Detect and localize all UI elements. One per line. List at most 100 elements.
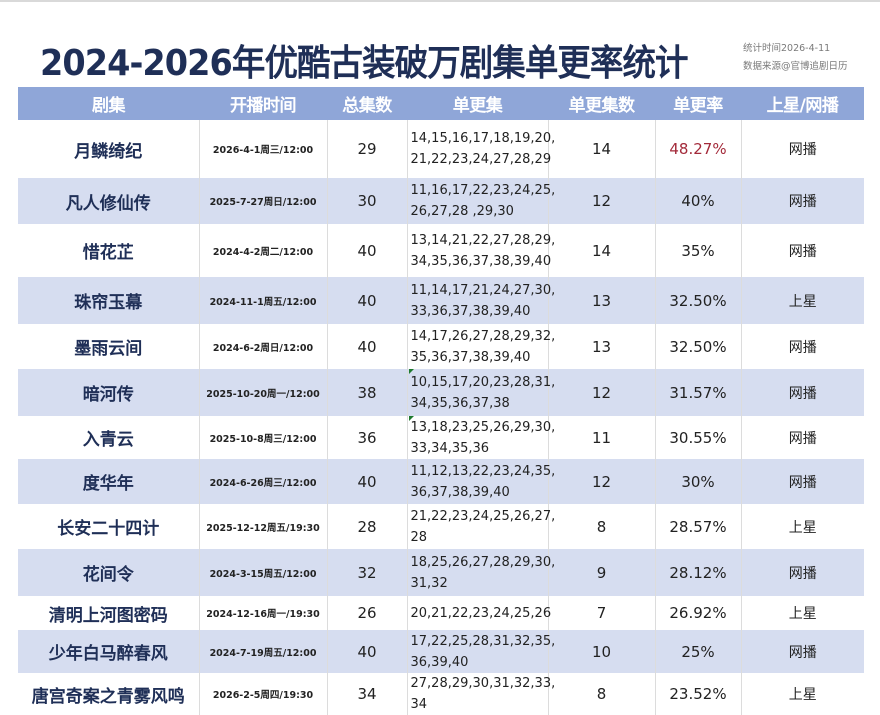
platform: 网播 bbox=[741, 630, 864, 673]
episodes-line-1: 14,15,16,17,18,19,20, bbox=[410, 131, 556, 146]
single-update-rate: 35% bbox=[655, 224, 742, 277]
premiere-time: 2026-4-1周三/12:00 bbox=[199, 120, 328, 178]
single-update-episodes: 11,14,17,21,24,27,30, 33,36,37,38,39,40 bbox=[407, 277, 555, 324]
episodes-line-1: 11,12,13,22,23,24,35, bbox=[410, 463, 556, 479]
single-update-count: 11 bbox=[548, 416, 656, 459]
table-row[interactable]: 暗河传 2025-10-20周一/12:00 38 10,15,17,20,23,28… bbox=[18, 369, 864, 416]
comment-marker-icon bbox=[408, 416, 414, 421]
premiere-time: 2025-10-20周一/12:00 bbox=[199, 369, 328, 416]
single-update-rate: 40% bbox=[655, 178, 742, 224]
single-update-rate: 26.92% bbox=[655, 596, 742, 630]
episodes-line-1: 18,25,26,27,28,29,30, bbox=[410, 554, 556, 570]
drama-name: 惜花芷 bbox=[18, 224, 200, 277]
premiere-time: 2024-7-19周五/12:00 bbox=[199, 630, 328, 673]
table-header-row: 剧集 开播时间 总集数 单更集 单更集数 单更率 上星/网播 bbox=[18, 87, 864, 120]
drama-name: 少年白马醉春风 bbox=[18, 630, 200, 673]
platform: 上星 bbox=[788, 519, 817, 536]
table-row[interactable]: 清明上河图密码 2024-12-16周一/19:30 26 20,21,22,23,2… bbox=[18, 596, 864, 630]
single-update-count: 9 bbox=[548, 549, 656, 596]
table-row[interactable]: 花间令 2024-3-15周五/12:00 32 18,25,26,27,28,29,… bbox=[18, 549, 864, 596]
single-update-count: 12 bbox=[548, 459, 656, 504]
header-single-update-rate[interactable]: 单更率 bbox=[655, 87, 741, 120]
table-row[interactable]: 珠帘玉幕 2024-11-1周五/12:00 40 11,14,17,21,24,27… bbox=[18, 277, 864, 324]
drama-name: 暗河传 bbox=[18, 369, 200, 416]
premiere-time: 2024-11-1周五/12:00 bbox=[199, 277, 328, 324]
single-update-count: 13 bbox=[548, 277, 656, 324]
table-row[interactable]: 墨雨云间 2024-6-2周日/12:00 40 14,17,26,27,28,29,… bbox=[18, 324, 864, 369]
single-update-rate: 48.27% bbox=[655, 120, 742, 178]
drama-name: 入青云 bbox=[18, 416, 200, 459]
header-single-update-count[interactable]: 单更集数 bbox=[548, 87, 655, 120]
total-episodes: 40 bbox=[327, 459, 408, 504]
episodes-line-1: 10,15,17,20,23,28,31, bbox=[410, 374, 556, 390]
episodes-line-2: 33,36,37,38,39,40 bbox=[410, 303, 531, 319]
page-title: 2024-2026年优酷古装破万剧集单更率统计 bbox=[40, 43, 689, 84]
episodes-line-2: 34,35,36,37,38,39,40 bbox=[410, 253, 552, 269]
table-row[interactable]: 度华年 2024-6-26周三/12:00 40 11,12,13,22,23,24,… bbox=[18, 459, 864, 504]
episodes-line-2: 35,36,37,38,39,40 bbox=[410, 349, 531, 365]
data-source: 数据来源@官博追剧日历 bbox=[743, 61, 848, 72]
premiere-time: 2025-10-8周三/12:00 bbox=[199, 416, 328, 459]
table-row[interactable]: 惜花芷 2024-4-2周二/12:00 40 13,14,21,22,27,28,2… bbox=[18, 224, 864, 277]
premiere-time: 2024-6-2周日/12:00 bbox=[199, 324, 328, 369]
table-row[interactable]: 凡人修仙传 2025-7-27周日/12:00 30 11,16,17,22,23,2… bbox=[18, 178, 864, 224]
platform: 网播 bbox=[741, 369, 864, 416]
platform: 上星 bbox=[788, 687, 817, 703]
single-update-count: 14 bbox=[548, 224, 656, 277]
drama-name: 墨雨云间 bbox=[18, 324, 200, 369]
platform: 网播 bbox=[788, 243, 817, 260]
platform: 网播 bbox=[741, 459, 864, 504]
episodes-line-1: 13,18,23,25,26,29,30, bbox=[410, 419, 556, 435]
header-premiere-time[interactable]: 开播时间 bbox=[199, 87, 327, 120]
premiere-time: 2024-3-15周五/12:00 bbox=[199, 549, 328, 596]
total-episodes: 34 bbox=[327, 673, 408, 715]
episodes-line-2: 26,27,28 ,29,30 bbox=[410, 204, 514, 219]
platform: 上星 bbox=[788, 606, 817, 622]
premiere-time: 2024-6-26周三/12:00 bbox=[199, 459, 328, 504]
single-update-episodes: 27,28,29,30,31,32,33, 34 bbox=[407, 673, 556, 715]
header-total-episodes[interactable]: 总集数 bbox=[327, 87, 407, 120]
single-update-rate: 25% bbox=[655, 630, 742, 673]
total-episodes: 40 bbox=[327, 630, 408, 673]
table-row[interactable]: 入青云 2025-10-8周三/12:00 36 13,18,23,25,26,29,… bbox=[18, 416, 864, 459]
header-drama[interactable]: 剧集 bbox=[18, 87, 199, 120]
drama-name: 花间令 bbox=[18, 549, 200, 596]
episodes-line-1: 11,16,17,22,23,24,25, bbox=[410, 183, 556, 198]
total-episodes: 36 bbox=[327, 416, 408, 459]
single-update-count: 12 bbox=[548, 369, 656, 416]
platform: 网播 bbox=[741, 178, 864, 224]
episodes-line-1: 17,22,25,28,31,32,35, bbox=[410, 633, 556, 649]
header-single-update-episodes[interactable]: 单更集 bbox=[407, 87, 548, 120]
single-update-episodes: 13,14,21,22,27,28,29, 34,35,36,37,38,39,4… bbox=[407, 224, 555, 277]
drama-name: 凡人修仙传 bbox=[18, 178, 200, 224]
episodes-line-1: 21,22,23,24,25,26,27, bbox=[410, 508, 556, 524]
comment-marker-icon bbox=[408, 369, 414, 374]
table-row[interactable]: 唐宫奇案之青雾风鸣 2026-2-5周四/19:30 34 27,28,29,30,3… bbox=[18, 673, 864, 715]
episodes-line-2: 31,32 bbox=[410, 575, 448, 591]
episodes-line-2: 36,37,38,39,40 bbox=[410, 484, 510, 500]
episodes-line-1: 20,21,22,23,24,25,26 bbox=[410, 605, 552, 621]
episodes-line-2: 34 bbox=[410, 697, 428, 712]
platform: 网播 bbox=[741, 549, 864, 596]
episodes-line-1: 27,28,29,30,31,32,33, bbox=[410, 676, 556, 691]
total-episodes: 40 bbox=[327, 324, 408, 369]
single-update-count: 14 bbox=[548, 120, 656, 178]
drama-name: 长安二十四计 bbox=[18, 504, 200, 549]
single-update-count: 8 bbox=[548, 504, 656, 549]
single-update-episodes: 10,15,17,20,23,28,31, 34,35,36,37,38 bbox=[407, 369, 556, 416]
table-row[interactable]: 长安二十四计 2025-12-12周五/19:30 28 21,22,23,24,25… bbox=[18, 504, 864, 549]
single-update-count: 8 bbox=[548, 673, 656, 715]
table-row[interactable]: 月鳞绮纪 2026-4-1周三/12:00 29 14,15,16,17,18,19,… bbox=[18, 120, 864, 178]
stat-time: 统计时间2026-4-11 bbox=[743, 43, 831, 54]
premiere-time: 2026-2-5周四/19:30 bbox=[199, 673, 328, 715]
single-update-episodes: 21,22,23,24,25,26,27, 28 bbox=[407, 504, 556, 549]
table-row[interactable]: 少年白马醉春风 2024-7-19周五/12:00 40 17,22,25,28,31… bbox=[18, 630, 864, 673]
single-update-rate: 32.50% bbox=[655, 277, 742, 324]
header-platform[interactable]: 上星/网播 bbox=[741, 87, 864, 120]
platform: 网播 bbox=[788, 142, 817, 158]
single-update-episodes: 14,17,26,27,28,29,32, 35,36,37,38,39,40 bbox=[407, 324, 555, 369]
drama-name: 度华年 bbox=[18, 459, 200, 504]
episodes-line-2: 33,34,35,36 bbox=[410, 440, 490, 456]
premiere-time: 2024-4-2周二/12:00 bbox=[199, 224, 328, 277]
single-update-rate: 30.55% bbox=[655, 416, 742, 459]
